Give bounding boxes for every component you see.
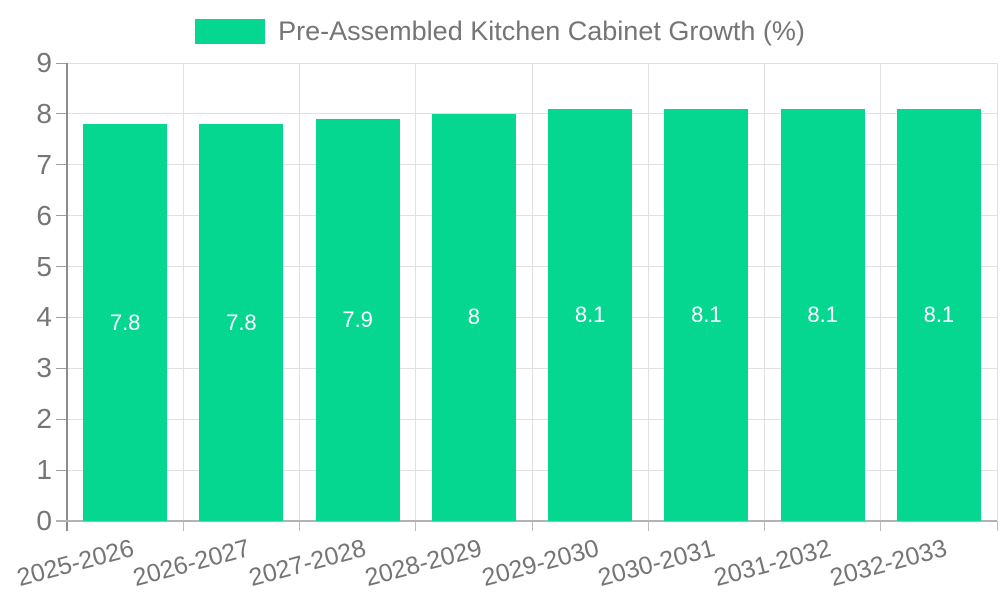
y-axis-label: 3 [36,352,52,384]
y-axis-tick [56,113,67,115]
x-axis [56,520,997,522]
x-axis-tick [299,521,300,531]
y-axis-label: 5 [36,250,52,282]
x-axis-label: 2030-2031 [594,534,718,592]
x-axis-tick [996,521,998,531]
x-axis-label: 2031-2032 [711,534,834,592]
y-axis-tick [56,316,67,318]
x-axis-label: 2028-2029 [362,534,486,592]
y-axis-tick [56,215,67,217]
bar-value-label: 8.1 [574,301,606,327]
y-axis-label: 1 [36,454,52,486]
bar-value-label: 8 [467,304,480,330]
x-axis-tick [415,521,417,531]
bar[interactable]: 8 [431,113,516,521]
legend-color-swatch [195,19,266,44]
bar[interactable]: 8.1 [896,108,981,521]
x-gridline [182,63,184,521]
x-gridline [531,63,533,521]
bar[interactable]: 8.1 [780,108,865,521]
bar-value-label: 7.8 [109,309,141,335]
y-axis-tick [56,367,67,369]
y-axis-label: 9 [36,47,52,78]
bar-value-label: 8.1 [691,301,722,327]
bar[interactable]: 7.9 [315,118,400,521]
y-axis-label: 7 [36,148,52,180]
x-gridline [764,63,765,521]
x-axis-tick [880,521,882,531]
bar[interactable]: 8.1 [548,108,633,521]
chart-legend: Pre-Assembled Kitchen Cabinet Growth (%) [0,16,1000,47]
y-axis-label: 6 [36,199,52,231]
x-axis-label: 2027-2028 [246,534,369,592]
bar[interactable]: 7.8 [199,124,284,521]
y-axis-label: 8 [36,97,52,129]
y-axis-tick [56,164,67,166]
bar-value-label: 8.1 [923,301,955,327]
y-axis-tick [56,62,67,64]
x-gridline [996,63,998,521]
x-gridline [880,63,882,521]
y-axis-tick [56,469,67,471]
y-axis-tick [56,266,67,268]
legend-label: Pre-Assembled Kitchen Cabinet Growth (%) [278,16,805,46]
bar-value-label: 8.1 [807,301,838,327]
x-gridline [415,63,417,521]
legend-item[interactable]: Pre-Assembled Kitchen Cabinet Growth (%) [195,16,805,47]
bar-value-label: 7.9 [342,306,373,332]
x-axis-label: 2025-2026 [13,534,137,592]
x-axis-label: 2026-2027 [129,534,253,592]
y-axis-label: 0 [36,505,52,536]
x-axis-tick [531,521,533,531]
x-axis-tick [647,521,649,531]
bar[interactable]: 7.8 [83,124,168,521]
y-axis-tick [56,418,67,420]
x-axis-label: 2032-2033 [827,534,951,592]
y-axis [66,63,68,531]
x-gridline [647,63,649,521]
x-gridline [299,63,300,521]
x-axis-label: 2029-2030 [478,534,602,592]
x-axis-tick [764,521,765,531]
bar[interactable]: 8.1 [664,108,749,521]
y-axis-label: 4 [36,301,52,333]
bar-value-label: 7.8 [226,309,257,335]
x-axis-tick [182,521,184,531]
y-axis-label: 2 [36,403,52,435]
